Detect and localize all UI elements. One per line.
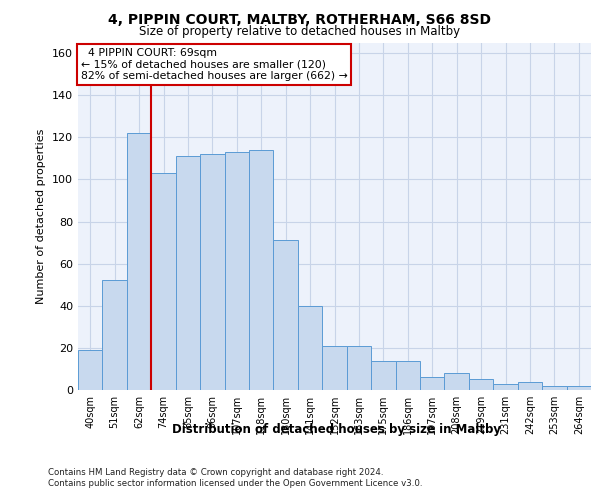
Bar — [347, 346, 371, 390]
Bar — [224, 152, 249, 390]
Bar — [151, 173, 176, 390]
Bar — [566, 386, 591, 390]
Bar — [420, 378, 445, 390]
Bar — [103, 280, 127, 390]
Bar — [249, 150, 274, 390]
Bar — [542, 386, 566, 390]
Bar — [322, 346, 347, 390]
Bar — [469, 380, 493, 390]
Bar — [445, 373, 469, 390]
Y-axis label: Number of detached properties: Number of detached properties — [37, 128, 46, 304]
Bar — [518, 382, 542, 390]
Text: Distribution of detached houses by size in Maltby: Distribution of detached houses by size … — [172, 422, 500, 436]
Bar — [176, 156, 200, 390]
Bar — [200, 154, 224, 390]
Text: 4, PIPPIN COURT, MALTBY, ROTHERHAM, S66 8SD: 4, PIPPIN COURT, MALTBY, ROTHERHAM, S66 … — [109, 12, 491, 26]
Text: 4 PIPPIN COURT: 69sqm
← 15% of detached houses are smaller (120)
82% of semi-det: 4 PIPPIN COURT: 69sqm ← 15% of detached … — [80, 48, 347, 81]
Bar — [78, 350, 103, 390]
Bar — [127, 133, 151, 390]
Bar — [395, 360, 420, 390]
Bar — [274, 240, 298, 390]
Bar — [493, 384, 518, 390]
Bar — [371, 360, 395, 390]
Bar — [298, 306, 322, 390]
Text: Contains HM Land Registry data © Crown copyright and database right 2024.
Contai: Contains HM Land Registry data © Crown c… — [48, 468, 422, 487]
Text: Size of property relative to detached houses in Maltby: Size of property relative to detached ho… — [139, 25, 461, 38]
